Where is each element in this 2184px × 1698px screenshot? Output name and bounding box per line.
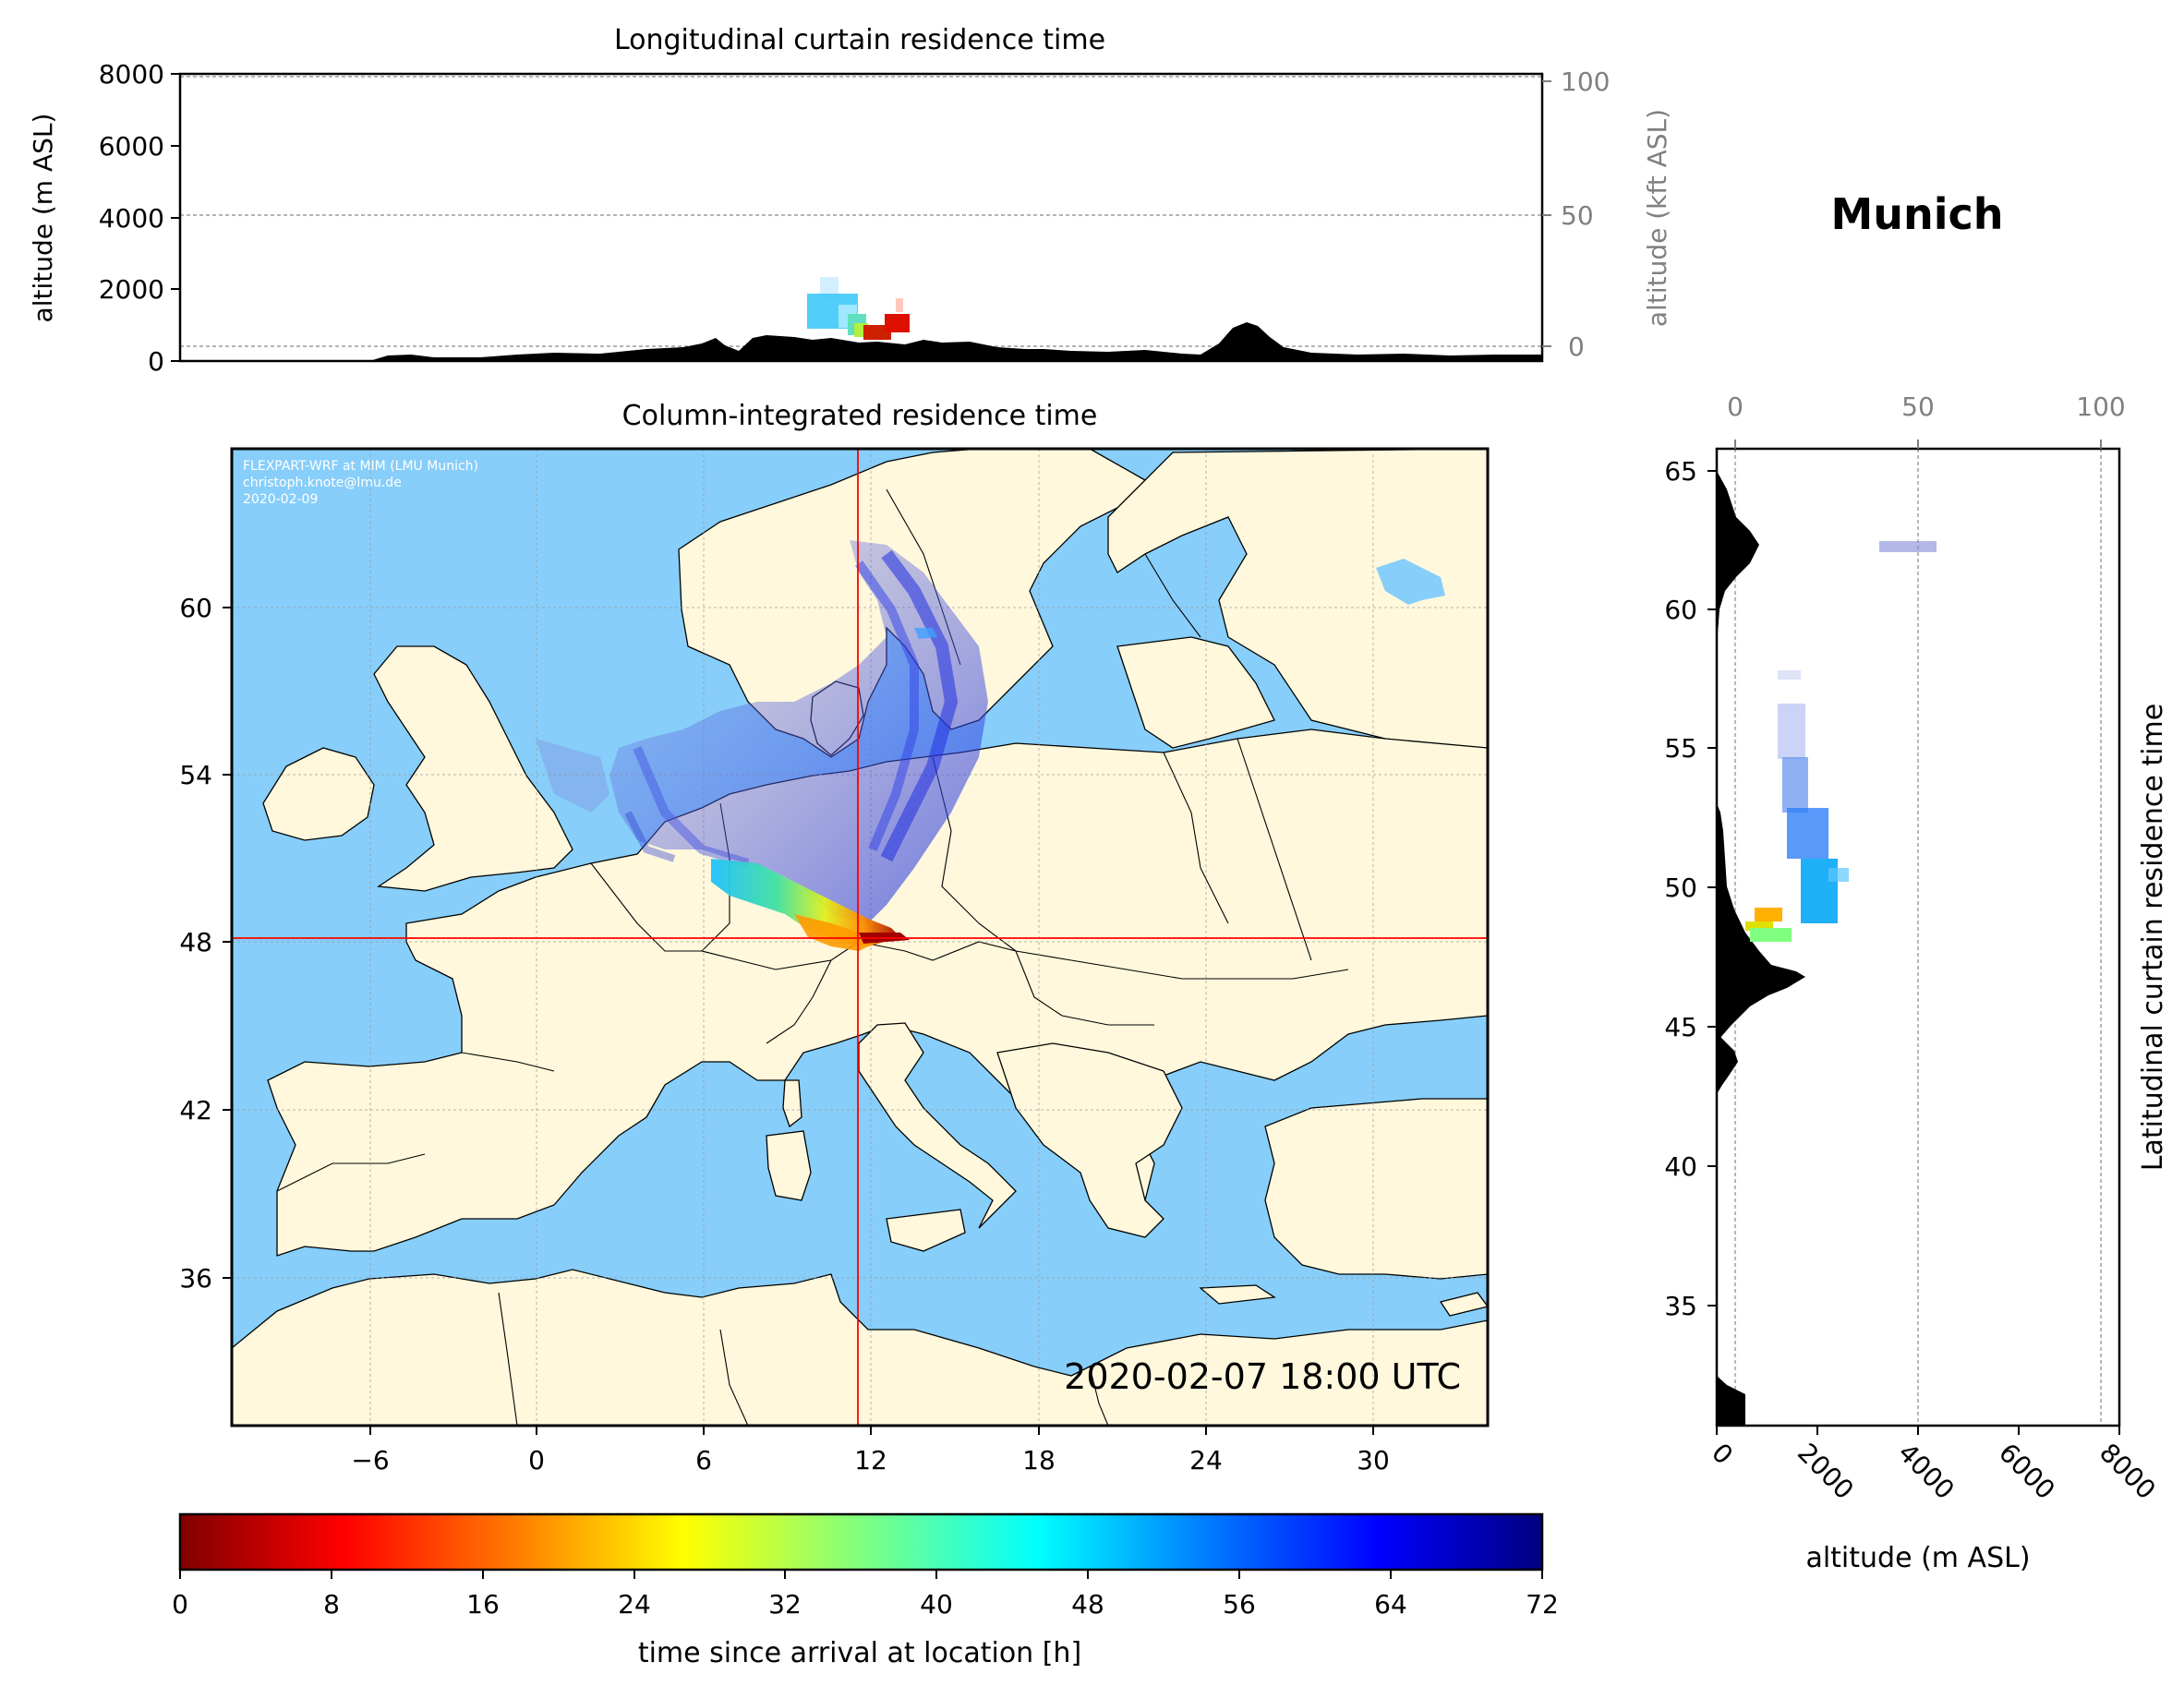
top-panel-title: Longitudinal curtain residence time — [614, 24, 1105, 56]
right-xtick: 6000 — [1993, 1438, 2061, 1506]
right-xtick-top: 50 — [1901, 391, 1935, 422]
land-ireland — [262, 747, 375, 841]
location-title: Munich — [1830, 189, 2003, 239]
credit-line: christoph.knote@lmu.de — [243, 476, 402, 490]
right-ytick: 40 — [1664, 1151, 1697, 1182]
top-ytick-right: 0 — [1568, 331, 1585, 362]
right-ytick: 60 — [1664, 595, 1697, 625]
lake-ladoga — [1376, 559, 1445, 605]
map-ytick: 60 — [179, 593, 212, 623]
right-ytick: 50 — [1664, 873, 1697, 903]
map-xtick: 12 — [854, 1445, 887, 1475]
right-xtick: 8000 — [2094, 1438, 2162, 1506]
map-xtick: 18 — [1022, 1445, 1056, 1475]
colorbar-tick: 8 — [323, 1589, 340, 1620]
top-ytick-right: 100 — [1561, 66, 1610, 97]
right-xtick-top: 0 — [1727, 391, 1744, 422]
colorbar-tick: 56 — [1223, 1589, 1256, 1620]
latitudinal-curtain-panel: 65 60 55 50 45 40 35 0 50 100 0 2000 400… — [1664, 391, 2169, 1574]
colorbar: 0 8 16 24 32 40 48 56 64 72 time since a… — [172, 1512, 1559, 1669]
colorbar-tick: 16 — [466, 1589, 500, 1620]
right-xtick-top: 100 — [2076, 391, 2125, 422]
right-xlabel: altitude (m ASL) — [1805, 1542, 2030, 1574]
right-residence — [1745, 541, 1937, 942]
land-crete — [1199, 1284, 1276, 1305]
top-ytick: 0 — [148, 346, 164, 377]
colorbar-tick: 24 — [618, 1589, 651, 1620]
credit-line: FLEXPART-WRF at MIM (LMU Munich) — [243, 459, 478, 474]
land-cyprus — [1439, 1292, 1488, 1317]
colorbar-tick: 48 — [1071, 1589, 1104, 1620]
top-ytick: 8000 — [99, 59, 164, 90]
colorbar-tick: 72 — [1526, 1589, 1559, 1620]
right-xtick: 2000 — [1792, 1438, 1860, 1506]
map-panel: Column-integrated residence time — [179, 400, 1490, 1475]
right-xtick: 0 — [1706, 1438, 1739, 1471]
residence-plume — [536, 540, 988, 951]
top-ytick-right: 50 — [1561, 200, 1594, 231]
map-xtick: −6 — [351, 1445, 389, 1475]
top-ylabel: altitude (m ASL) — [28, 114, 58, 323]
right-xtick: 4000 — [1892, 1438, 1961, 1506]
top-ytick: 4000 — [99, 203, 164, 234]
map-ytick: 42 — [179, 1095, 212, 1126]
map-timestamp: 2020-02-07 18:00 UTC — [1064, 1356, 1461, 1397]
colorbar-gradient — [178, 1512, 1544, 1572]
land-great-britain — [373, 645, 573, 892]
colorbar-label: time since arrival at location [h] — [638, 1637, 1081, 1669]
land-corsica — [782, 1079, 802, 1128]
colorbar-tick: 0 — [172, 1589, 188, 1620]
land-baltics — [1116, 636, 1275, 749]
top-ytick: 2000 — [99, 274, 164, 305]
map-ytick: 48 — [179, 927, 212, 957]
right-ytick: 65 — [1664, 456, 1697, 487]
top-terrain — [180, 322, 1542, 361]
land-sicily — [886, 1209, 966, 1252]
map-xtick: 24 — [1189, 1445, 1223, 1475]
right-ytick: 55 — [1664, 733, 1697, 764]
land-turkey — [1264, 1098, 1488, 1280]
right-ylabel: Latitudinal curtain residence time — [2137, 704, 2169, 1171]
map-ytick: 36 — [179, 1263, 212, 1294]
longitudinal-curtain-panel: Longitudinal curtain residence time 0 20… — [28, 24, 1672, 377]
right-ytick: 45 — [1664, 1012, 1697, 1042]
land-italy — [858, 1022, 1017, 1229]
map-panel-title: Column-integrated residence time — [622, 400, 1098, 432]
top-ytick: 6000 — [99, 131, 164, 162]
map-ytick: 54 — [179, 760, 212, 790]
colorbar-tick: 64 — [1374, 1589, 1407, 1620]
right-terrain — [1717, 471, 1805, 1426]
credit-line: 2020-02-09 — [243, 492, 318, 507]
top-ylabel-right: altitude (kft ASL) — [1642, 109, 1672, 327]
map-xtick: 6 — [695, 1445, 712, 1475]
map-xtick: 0 — [528, 1445, 545, 1475]
map-xtick: 30 — [1357, 1445, 1390, 1475]
right-ytick: 35 — [1664, 1291, 1697, 1321]
colorbar-tick: 32 — [768, 1589, 802, 1620]
land-balkans — [996, 1042, 1183, 1238]
colorbar-tick: 40 — [920, 1589, 953, 1620]
land-sardinia — [766, 1130, 812, 1201]
land-north-africa — [232, 1269, 1488, 1426]
